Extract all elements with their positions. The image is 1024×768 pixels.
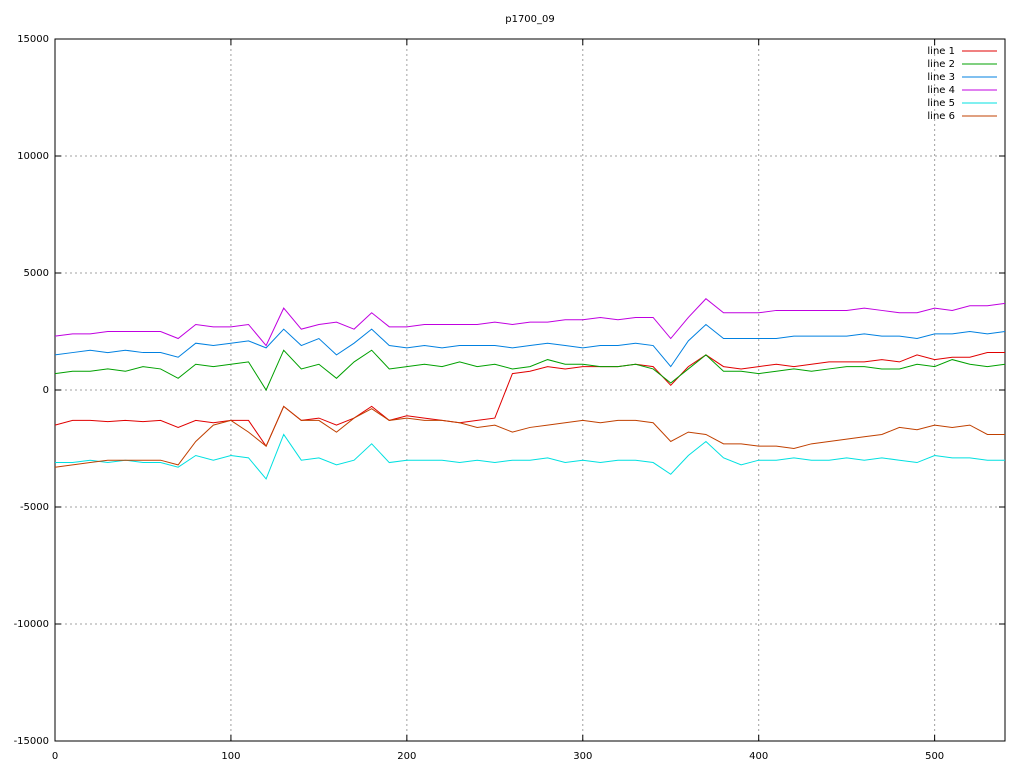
legend-label: line 3 xyxy=(927,72,955,83)
data-line xyxy=(54,298,1006,347)
x-tick-label: 500 xyxy=(925,751,944,762)
x-tick-label: 300 xyxy=(573,751,592,762)
legend-label: line 1 xyxy=(927,46,955,57)
y-tick-label: -5000 xyxy=(20,502,49,513)
y-tick-label: 15000 xyxy=(17,34,49,45)
legend-label: line 4 xyxy=(927,85,955,96)
y-tick-label: 10000 xyxy=(17,151,49,162)
data-line xyxy=(54,352,1005,448)
legend-label: line 5 xyxy=(927,98,955,109)
y-tick-label: -10000 xyxy=(14,619,49,630)
legend-label: line 2 xyxy=(927,59,955,70)
data-line xyxy=(54,405,1005,468)
data-line xyxy=(54,349,1006,392)
y-tick-label: 0 xyxy=(43,385,49,396)
data-line xyxy=(54,323,1006,368)
y-tick-label: -15000 xyxy=(14,736,49,747)
y-tick-label: 5000 xyxy=(24,268,49,279)
x-tick-label: 200 xyxy=(397,751,416,762)
x-tick-label: 100 xyxy=(221,751,240,762)
x-tick-label: 0 xyxy=(52,751,58,762)
x-tick-label: 400 xyxy=(749,751,768,762)
legend-label: line 6 xyxy=(927,111,955,122)
chart-title: p1700_09 xyxy=(505,14,555,25)
data-line xyxy=(55,433,1005,480)
plot-border xyxy=(54,38,1006,742)
